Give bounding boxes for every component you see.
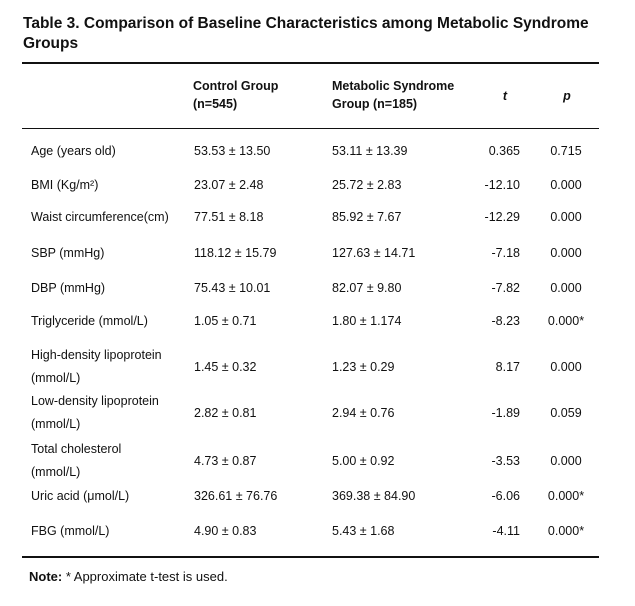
row-p-cell: 0.000 (550, 178, 582, 192)
row-t-cell: -3.53 (491, 454, 521, 468)
table-note: Note: * Approximate t-test is used. (29, 568, 228, 586)
row-control-cell: 326.61 ± 76.76 (194, 489, 278, 503)
row-t-cell: -6.06 (491, 489, 521, 503)
row-metabolic-cell: 1.23 ± 0.29 (332, 360, 395, 374)
bottom-rule (22, 556, 599, 558)
row-control-cell: 1.45 ± 0.32 (194, 360, 257, 374)
row-t-cell: -12.10 (484, 178, 520, 192)
row-control-cell: 4.73 ± 0.87 (194, 454, 257, 468)
top-rule (22, 62, 599, 64)
row-p-cell: 0.000 (550, 246, 582, 260)
row-variable-cell: Triglyceride (mmol/L) (31, 314, 148, 328)
row-variable-cell: High-density lipoprotein (mmol/L) (31, 348, 162, 385)
row-t-cell: -7.82 (491, 281, 521, 295)
header-rule (22, 128, 599, 129)
row-t-cell: 8.17 (495, 360, 520, 374)
row-t-cell: -7.18 (491, 246, 521, 260)
header-t: t (502, 89, 508, 103)
row-variable-cell: BMI (Kg/m²) (31, 178, 99, 192)
row-t-cell: -4.11 (492, 524, 520, 538)
row-t-cell: 0.365 (488, 144, 520, 158)
row-control-cell: 53.53 ± 13.50 (194, 144, 271, 158)
row-p-cell: 0.000 (550, 281, 582, 295)
row-variable-cell: Age (years old) (31, 144, 116, 158)
row-metabolic-cell: 85.92 ± 7.67 (332, 210, 402, 224)
note-label: Note: (29, 569, 63, 584)
header-metabolic-group: Metabolic Syndrome Group (n=185) (332, 79, 455, 111)
row-t-cell: -8.23 (491, 314, 521, 328)
row-control-cell: 4.90 ± 0.83 (194, 524, 257, 538)
row-p-cell: 0.000 (550, 360, 582, 374)
row-p-cell: 0.000* (547, 524, 585, 538)
row-variable-cell: DBP (mmHg) (31, 281, 106, 295)
row-metabolic-cell: 369.38 ± 84.90 (332, 489, 416, 503)
row-p-cell: 0.000 (550, 210, 582, 224)
row-control-cell: 75.43 ± 10.01 (194, 281, 271, 295)
note-text: * Approximate t-test is used. (62, 569, 228, 584)
row-metabolic-cell: 2.94 ± 0.76 (332, 406, 395, 420)
header-p: p (563, 89, 571, 103)
row-variable-cell: SBP (mmHg) (31, 246, 105, 260)
row-variable-cell: Waist circumference(cm) (31, 210, 169, 224)
row-metabolic-cell: 127.63 ± 14.71 (332, 246, 416, 260)
row-t-cell: -12.29 (484, 210, 520, 224)
row-metabolic-cell: 5.43 ± 1.68 (332, 524, 395, 538)
table-title: Table 3. Comparison of Baseline Characte… (23, 15, 589, 52)
row-variable-cell: Uric acid (μmol/L) (31, 489, 130, 503)
row-control-cell: 1.05 ± 0.71 (194, 314, 257, 328)
row-metabolic-cell: 82.07 ± 9.80 (332, 281, 402, 295)
row-metabolic-cell: 1.80 ± 1.174 (332, 314, 402, 328)
row-control-cell: 23.07 ± 2.48 (194, 178, 264, 192)
row-control-cell: 118.12 ± 15.79 (194, 246, 277, 260)
row-p-cell: 0.715 (550, 144, 582, 158)
header-control-group: Control Group (n=545) (193, 79, 279, 111)
row-p-cell: 0.059 (550, 406, 582, 420)
row-p-cell: 0.000* (547, 314, 585, 328)
row-t-cell: -1.89 (491, 406, 521, 420)
row-variable-cell: Total cholesterol (mmol/L) (31, 442, 122, 479)
row-metabolic-cell: 5.00 ± 0.92 (332, 454, 395, 468)
row-metabolic-cell: 25.72 ± 2.83 (332, 178, 402, 192)
row-variable-cell: FBG (mmol/L) (31, 524, 110, 538)
row-variable-cell: Low-density lipoprotein (mmol/L) (31, 394, 159, 431)
row-p-cell: 0.000 (550, 454, 582, 468)
row-control-cell: 2.82 ± 0.81 (194, 406, 257, 420)
row-p-cell: 0.000* (547, 489, 585, 503)
row-metabolic-cell: 53.11 ± 13.39 (332, 144, 408, 158)
row-control-cell: 77.51 ± 8.18 (194, 210, 264, 224)
